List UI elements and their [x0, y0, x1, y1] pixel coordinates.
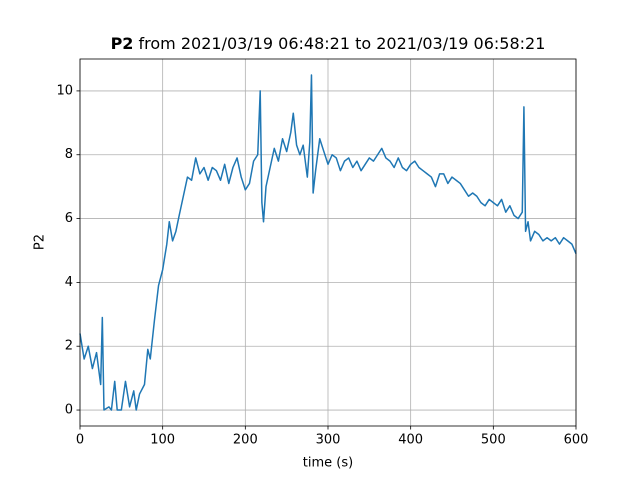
x-tick-label: 100: [150, 433, 175, 448]
y-tick-label: 0: [65, 403, 73, 418]
x-tick-label: 0: [76, 433, 84, 448]
y-axis-label: P2: [33, 234, 48, 250]
x-axis-label: time (s): [303, 456, 353, 471]
y-tick-label: 2: [65, 339, 73, 354]
x-tick-label: 300: [316, 433, 341, 448]
y-tick-label: 8: [65, 147, 73, 162]
data-line: [79, 74, 577, 411]
y-tick-label: 6: [65, 211, 73, 226]
x-tick-label: 400: [398, 433, 423, 448]
y-tick-label: 10: [56, 83, 73, 98]
x-tick-label: 600: [564, 433, 589, 448]
y-tick-label: 4: [65, 275, 73, 290]
x-tick-label: 200: [233, 433, 258, 448]
plot-frame: [79, 58, 577, 427]
x-tick-label: 500: [481, 433, 506, 448]
title-rest: from 2021/03/19 06:48:21 to 2021/03/19 0…: [139, 34, 546, 53]
title-bold: P2: [111, 34, 134, 53]
chart-title: P2 from 2021/03/19 06:48:21 to 2021/03/1…: [111, 34, 546, 53]
